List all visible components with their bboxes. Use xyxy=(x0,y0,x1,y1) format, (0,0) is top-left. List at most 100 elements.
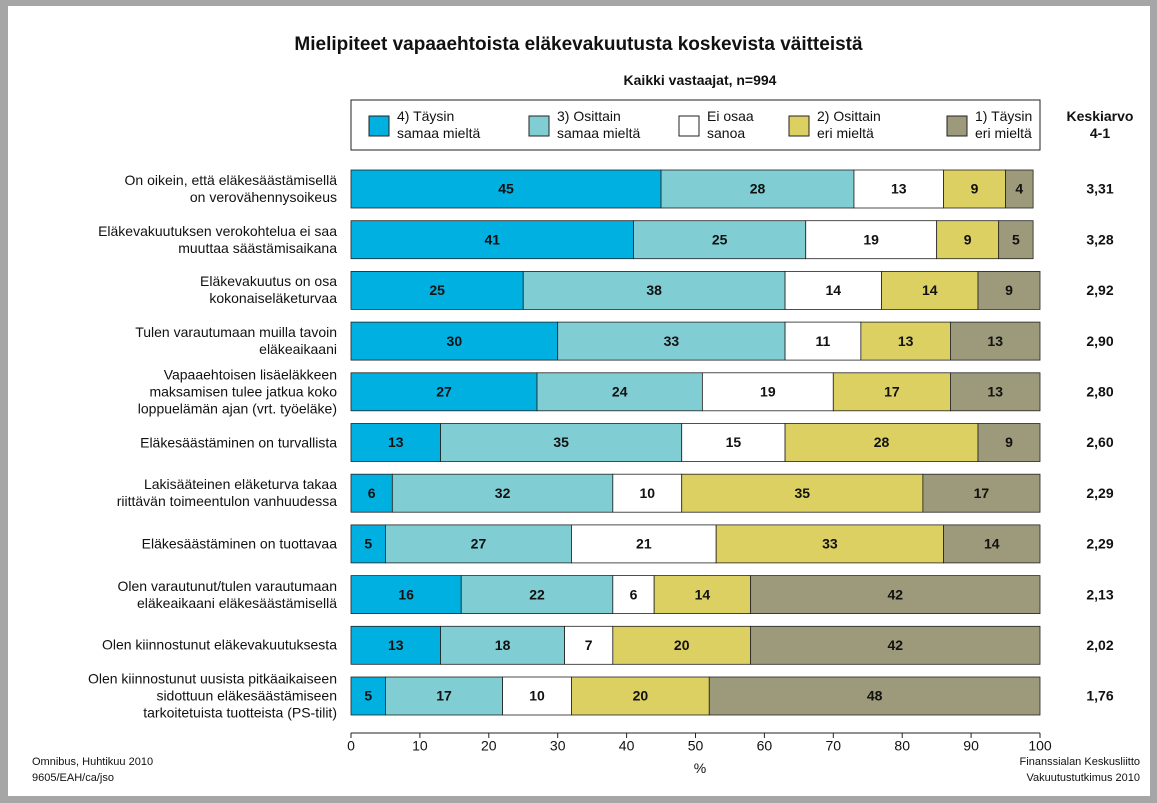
data-label: 25 xyxy=(429,282,445,298)
data-label: 21 xyxy=(636,536,652,552)
bar-segment xyxy=(943,169,1006,209)
data-label: 27 xyxy=(436,384,452,400)
bar-segment xyxy=(633,220,807,260)
category-label: Eläkesäästäminen on tuottavaa xyxy=(141,535,337,552)
category-label: On oikein, että eläkesäästämisellä on ve… xyxy=(124,172,337,205)
data-label: 9 xyxy=(1005,434,1013,450)
mean-value: 2,80 xyxy=(1086,384,1113,400)
bar-segment xyxy=(950,372,1041,412)
data-label: 6 xyxy=(630,586,638,602)
data-label: 20 xyxy=(674,637,690,653)
legend-swatch xyxy=(678,115,700,137)
x-tick-label: 50 xyxy=(688,738,704,754)
mean-value: 2,92 xyxy=(1086,282,1113,298)
bar-segment xyxy=(612,625,752,665)
data-label: 9 xyxy=(964,231,972,247)
x-tick-label: 70 xyxy=(826,738,842,754)
bar-segment xyxy=(440,423,683,462)
bar-segment xyxy=(977,270,1041,310)
mean-value: 2,13 xyxy=(1086,586,1113,602)
bar-segment xyxy=(350,220,634,260)
bar-segment xyxy=(350,321,559,361)
data-label: 24 xyxy=(612,384,628,400)
data-label: 38 xyxy=(646,282,662,298)
x-tick-label: 100 xyxy=(1028,738,1052,754)
data-label: 5 xyxy=(1012,231,1020,247)
legend-label: 4) Täysin samaa mieltä xyxy=(397,108,481,141)
mean-value: 2,29 xyxy=(1086,485,1113,501)
category-label: Vapaaehtoisen lisäeläkkeen maksamisen tu… xyxy=(137,366,337,417)
bar-segment xyxy=(715,524,944,564)
bar-segment xyxy=(564,625,614,665)
data-label: 27 xyxy=(471,536,487,552)
data-label: 14 xyxy=(984,536,1000,552)
bar-segment xyxy=(660,169,855,209)
bar-segment xyxy=(701,372,834,412)
mean-column-title: Keskiarvo 4-1 xyxy=(1066,108,1134,141)
bar-segment xyxy=(350,270,524,310)
legend-swatch xyxy=(788,115,810,137)
bar-segment xyxy=(350,423,441,462)
data-label: 45 xyxy=(498,181,514,197)
data-label: 33 xyxy=(664,333,680,349)
footer-left: Omnibus, Huhtikuu 2010 xyxy=(32,756,154,768)
bar-segment xyxy=(860,321,951,361)
data-label: 20 xyxy=(633,688,649,704)
data-label: 14 xyxy=(695,586,711,602)
data-label: 28 xyxy=(750,181,766,197)
data-label: 9 xyxy=(971,181,979,197)
bar-segment xyxy=(391,473,614,513)
data-label: 14 xyxy=(826,282,842,298)
data-label: 13 xyxy=(891,181,907,197)
bar-segment xyxy=(881,270,979,310)
data-label: 28 xyxy=(874,434,890,450)
x-tick-label: 0 xyxy=(347,738,355,754)
bar-segment xyxy=(653,575,752,614)
data-label: 16 xyxy=(398,586,414,602)
footer-left: 9605/EAH/ca/jso xyxy=(32,772,114,784)
bar-segment xyxy=(950,321,1041,361)
data-label: 5 xyxy=(364,536,372,552)
legend-label: 1) Täysin eri mieltä xyxy=(975,108,1033,141)
mean-value: 3,28 xyxy=(1086,231,1113,247)
mean-value: 1,76 xyxy=(1086,688,1113,704)
data-label: 13 xyxy=(898,333,914,349)
chart-subtitle: Kaikki vastaajat, n=994 xyxy=(623,72,777,88)
category-label: Olen kiinnostunut uusista pitkäaikaiseen… xyxy=(87,670,337,721)
footer-right: Finanssialan Keskusliitto xyxy=(1019,756,1140,768)
data-label: 22 xyxy=(529,586,545,602)
x-tick-label: 10 xyxy=(412,738,428,754)
data-label: 42 xyxy=(888,586,904,602)
bar-segment xyxy=(750,625,1041,665)
data-label: 19 xyxy=(760,384,776,400)
x-tick-label: 60 xyxy=(757,738,773,754)
footer-right: Vakuutustutkimus 2010 xyxy=(1026,772,1140,784)
bar-segment xyxy=(1005,169,1034,209)
mean-value: 3,31 xyxy=(1086,181,1113,197)
bar-segment xyxy=(350,625,441,665)
data-label: 48 xyxy=(867,688,883,704)
x-tick-label: 90 xyxy=(963,738,979,754)
bar-segment xyxy=(385,524,572,564)
legend-label: 3) Osittain samaa mieltä xyxy=(557,108,641,141)
data-label: 13 xyxy=(388,637,404,653)
x-axis-label: % xyxy=(693,760,707,776)
bar-segment xyxy=(977,423,1041,462)
bar-segment xyxy=(571,524,717,564)
data-label: 42 xyxy=(888,637,904,653)
data-label: 30 xyxy=(447,333,463,349)
bar-segment xyxy=(612,575,655,614)
bar-segment xyxy=(681,473,924,513)
category-label: Olen varautunut/tulen varautumaan eläkea… xyxy=(117,577,337,611)
mean-value: 2,02 xyxy=(1086,637,1113,653)
data-label: 13 xyxy=(987,333,1003,349)
bar-segment xyxy=(350,169,662,209)
data-label: 25 xyxy=(712,231,728,247)
data-label: 6 xyxy=(368,485,376,501)
data-label: 7 xyxy=(585,637,593,653)
data-label: 35 xyxy=(795,485,811,501)
data-label: 10 xyxy=(529,688,545,704)
bar-segment xyxy=(350,575,462,614)
